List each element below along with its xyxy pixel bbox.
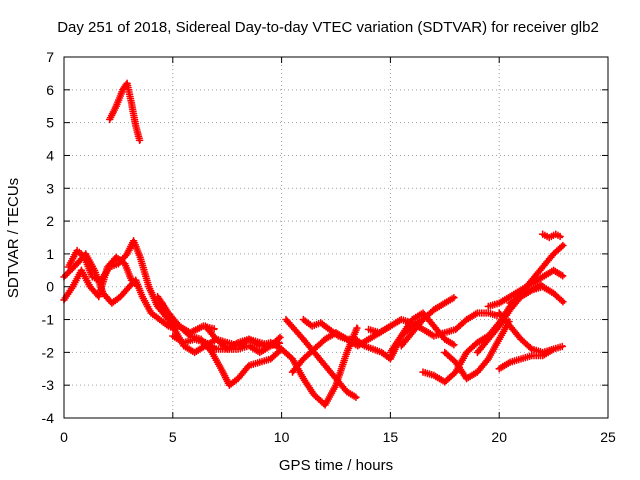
series-track-g: [169, 332, 284, 357]
series-markers: [397, 293, 458, 350]
y-tick-label: -2: [42, 344, 55, 360]
series-markers: [441, 317, 513, 383]
series-markers: [282, 315, 360, 401]
y-tick-label: 6: [46, 82, 54, 98]
series-track-u: [506, 282, 567, 307]
y-tick-label: -3: [42, 377, 55, 393]
data-series: [60, 79, 567, 409]
y-tick-label: 3: [46, 180, 54, 196]
plot-frame: [63, 56, 609, 419]
y-tick-label: 5: [46, 115, 54, 131]
x-tick-label: 5: [169, 429, 177, 445]
series-track-d: [105, 79, 144, 145]
series-markers: [495, 342, 567, 373]
series-track-p: [441, 317, 513, 383]
series-track-r: [484, 266, 567, 311]
x-tick-label: 0: [60, 429, 68, 445]
series-track-i: [282, 315, 360, 401]
series-markers: [105, 79, 144, 145]
series-markers: [506, 282, 567, 307]
x-tick-label: 20: [491, 429, 507, 445]
series-markers: [538, 230, 564, 242]
x-tick-label: 15: [383, 429, 399, 445]
y-tick-label: -1: [42, 312, 55, 328]
series-track-n: [397, 293, 458, 350]
x-tick-label: 25: [600, 429, 616, 445]
y-tick-label: 1: [46, 246, 54, 262]
y-tick-label: 4: [46, 147, 54, 163]
grid-lines: [64, 57, 608, 418]
y-tick-label: 7: [46, 49, 54, 65]
y-tick-label: -4: [42, 410, 55, 426]
chart-title: Day 251 of 2018, Sidereal Day-to-day VTE…: [57, 19, 599, 36]
series-track-t: [495, 342, 567, 373]
series-track-v: [538, 230, 564, 242]
series-markers: [484, 266, 567, 311]
y-tick-label: 2: [46, 213, 54, 229]
axis-ticks: 0 5 10 15 20 25 -4 -3 -2 -1 0 1 2 3 4 5 6 7: [42, 49, 616, 445]
y-axis-label: SDTVAR / TECUs: [5, 178, 22, 298]
x-axis-label: GPS time / hours: [279, 457, 393, 474]
x-tick-label: 10: [274, 429, 290, 445]
y-tick-label: 0: [46, 279, 54, 295]
